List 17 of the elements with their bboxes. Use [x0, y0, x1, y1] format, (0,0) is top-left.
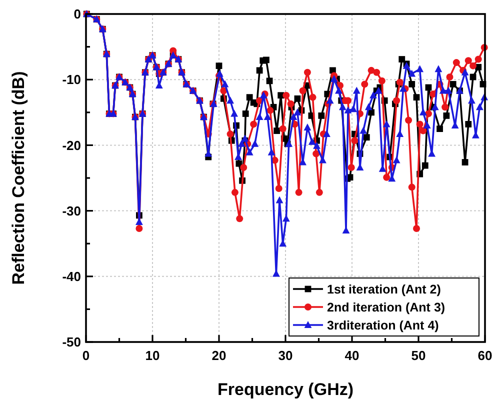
x-tick-label: 10 [145, 348, 160, 363]
y-tick-label: -30 [62, 203, 81, 218]
y-tick-label: -40 [62, 268, 81, 284]
x-tick-label: 60 [478, 348, 492, 363]
legend-label: 2nd iteration (Ant 3) [327, 300, 446, 314]
x-tick-label: 50 [411, 348, 426, 363]
legend-label: 1st iteration (Ant 2) [327, 282, 441, 296]
x-tick-label: 40 [344, 348, 360, 363]
x-tick-label: 30 [278, 348, 293, 363]
y-axis-title: Reflection Coefficient (dB) [9, 71, 28, 285]
legend-label: 3rditeration (Ant 4) [327, 318, 439, 332]
y-tick-label: 0 [74, 6, 81, 22]
y-tick-label: -20 [62, 138, 81, 153]
y-tick-label: -50 [62, 334, 81, 350]
y-tick-label: -10 [62, 72, 81, 88]
x-tick-label: 20 [212, 348, 226, 363]
x-axis-title: Frequency (GHz) [217, 380, 354, 399]
